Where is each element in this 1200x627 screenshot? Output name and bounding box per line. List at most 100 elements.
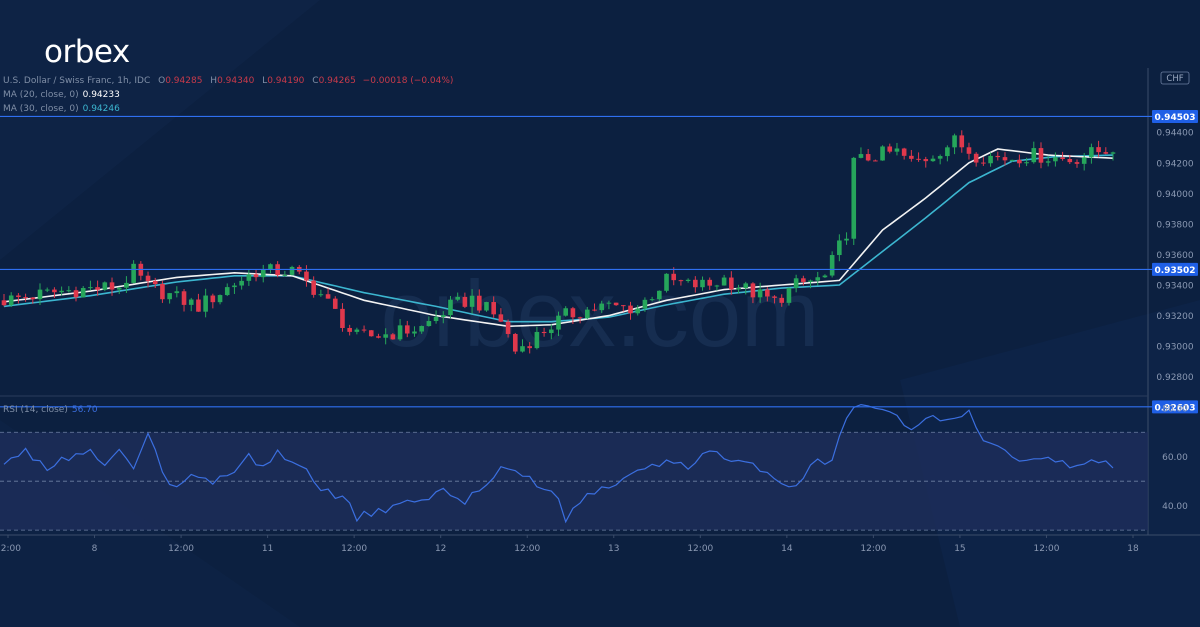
candle (232, 282, 237, 294)
candle (894, 142, 900, 156)
candle-body (779, 297, 785, 303)
candle-body (412, 331, 417, 334)
rsi-tick-1: 60.00 (1162, 453, 1188, 463)
candle-body (332, 298, 338, 309)
orbex-logo: orbex (44, 34, 130, 70)
candle-body (124, 282, 129, 288)
candle-body (808, 280, 813, 282)
candle (1060, 151, 1065, 161)
candle (239, 276, 244, 290)
candle-body (772, 296, 777, 298)
candle (851, 156, 857, 245)
candle-body (469, 295, 475, 307)
candle (930, 155, 936, 162)
candle-body (52, 289, 57, 293)
hline-label-bg-1 (1152, 262, 1198, 276)
candle (361, 325, 367, 333)
candle-body (527, 346, 532, 349)
candle-body (210, 295, 216, 303)
ohlc-close-value: 0.94265 (318, 76, 356, 86)
hline-label-1: 0.93502 (1155, 266, 1196, 276)
candle-body (232, 285, 237, 288)
candle-body (959, 135, 965, 148)
candle-body (635, 308, 641, 314)
candle-body (930, 158, 936, 162)
candle-body (945, 147, 950, 157)
candle (347, 324, 352, 336)
axes: 0.94400 0.94200 0.94000 0.93800 0.93600 0.934… (0, 71, 1194, 554)
candle (707, 277, 713, 290)
candle (325, 288, 331, 299)
candle (426, 316, 432, 327)
candle-body (729, 277, 734, 290)
candle (988, 152, 993, 167)
candle (412, 326, 417, 337)
time-tick-6: 12:00 (514, 544, 540, 554)
candle-body (196, 299, 201, 312)
candle (268, 263, 273, 274)
rsi-legend: RSI (14, close) 56.70 (3, 405, 98, 415)
candle (167, 293, 172, 304)
candle-body (563, 308, 569, 316)
candle-body (1060, 157, 1065, 159)
candle (520, 339, 525, 353)
candle-body (1024, 162, 1029, 164)
price-tick-6: 0.93200 (1156, 312, 1193, 322)
candle-body (548, 329, 554, 334)
candle (498, 308, 504, 323)
candle (1110, 151, 1116, 161)
candle (383, 328, 388, 345)
candle (887, 143, 893, 154)
candle-body (743, 283, 749, 288)
candle (145, 271, 151, 288)
rsi-value: 56.70 (71, 405, 98, 415)
ma20-legend: MA (20, close, 0) 0.94233 (3, 90, 120, 100)
time-tick-1: 8 (92, 544, 98, 554)
hline-label-2: 0.92603 (1155, 403, 1196, 413)
candle (916, 152, 921, 162)
candle (678, 279, 684, 286)
candle (873, 159, 878, 162)
candle-body (786, 287, 792, 303)
ohlc-high-value: 0.94340 (217, 76, 255, 86)
candle-body (1081, 157, 1087, 164)
candle (527, 342, 532, 354)
candle (311, 276, 316, 298)
ohlc-low-value: 0.94190 (267, 76, 305, 86)
candle-body (1031, 148, 1037, 163)
candle (433, 310, 439, 324)
candle-body (534, 331, 540, 349)
candle-body (664, 273, 669, 291)
candle (621, 305, 626, 312)
candle-body (268, 264, 273, 270)
candle-body (116, 287, 122, 290)
candle-body (188, 299, 194, 305)
candle-body (837, 240, 842, 256)
candle-body (606, 302, 612, 304)
candle (181, 288, 187, 312)
candle (390, 332, 396, 340)
candle (664, 273, 669, 293)
ohlc-open-label: O (158, 76, 166, 86)
candle-body (440, 315, 446, 317)
candle (671, 267, 677, 286)
candle (657, 290, 662, 302)
candle-body (95, 287, 100, 290)
candle (16, 293, 21, 304)
candle-body (995, 155, 1001, 158)
candle (1017, 154, 1022, 168)
candle-body (260, 269, 266, 278)
candle-body (880, 146, 885, 161)
hline-label-bg-2 (1152, 400, 1198, 414)
candle (476, 289, 482, 313)
candle-body (102, 282, 108, 290)
candle-body (37, 289, 43, 300)
ma20-value: 0.94233 (82, 90, 120, 100)
candle (563, 306, 569, 317)
candle (1053, 152, 1058, 167)
candle (837, 234, 842, 262)
candle-body (1089, 147, 1094, 158)
candle-body (8, 295, 14, 306)
candle (606, 300, 612, 310)
candle-body (894, 148, 900, 152)
